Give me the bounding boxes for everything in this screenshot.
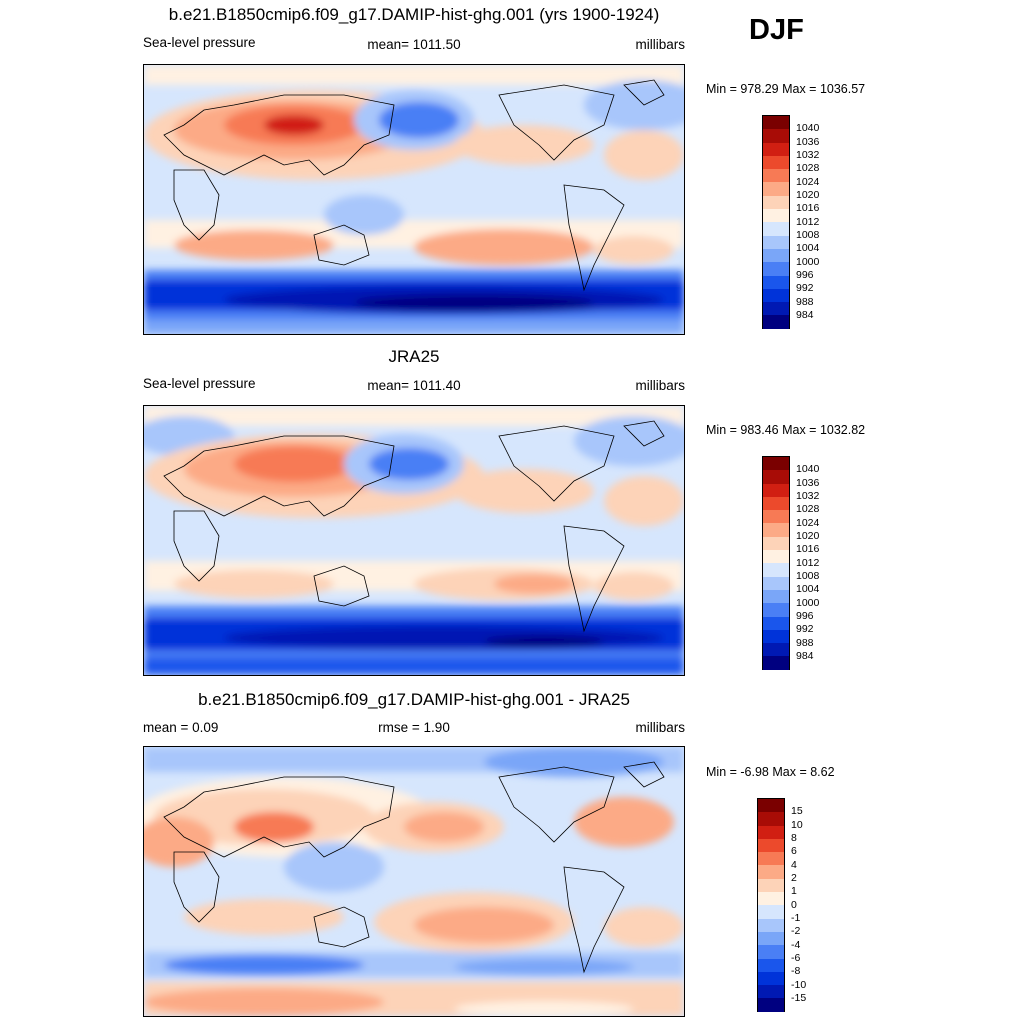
colorbar-label: 992	[796, 623, 814, 635]
colorbar-label: 984	[796, 650, 814, 662]
panel-2-minmax: Min = 983.46 Max = 1032.82	[706, 423, 866, 437]
colorbar-label: 1	[791, 885, 797, 897]
colorbar-label: 1032	[796, 490, 820, 502]
panel-3-map	[143, 746, 685, 1017]
colorbar-label: 1040	[796, 122, 820, 134]
colorbar-label: 984	[796, 309, 814, 321]
colorbar-label: 988	[796, 637, 814, 649]
colorbar-label: -10	[791, 979, 807, 991]
panel-1-units-label: millibars	[635, 37, 685, 52]
colorbar-label: 10	[791, 819, 803, 831]
colorbar-label: -2	[791, 925, 801, 937]
colorbar-label: 4	[791, 859, 797, 871]
colorbar-label: 15	[791, 805, 803, 817]
colorbar-label: -6	[791, 952, 801, 964]
panel-2-colorbar	[762, 456, 790, 670]
panel-1-variable-label: Sea-level pressure	[143, 35, 256, 50]
colorbar-label: 1008	[796, 570, 820, 582]
panel-1-colorbar	[762, 115, 790, 329]
colorbar-label: 996	[796, 610, 814, 622]
season-label: DJF	[749, 14, 804, 46]
colorbar-label: 988	[796, 296, 814, 308]
panel-3-diff-field	[144, 747, 684, 1016]
panel-3-title: b.e21.B1850cmip6.f09_g17.DAMIP-hist-ghg.…	[198, 690, 630, 709]
colorbar-label: 1020	[796, 530, 820, 542]
colorbar-label: -1	[791, 912, 801, 924]
panel-3-rmse-label: rmse = 1.90	[378, 720, 450, 735]
panel-3-units-label: millibars	[635, 720, 685, 735]
colorbar-label: 1020	[796, 189, 820, 201]
panel-3-colorbar	[757, 798, 785, 1012]
panel-1-slp-field	[144, 65, 684, 334]
colorbar-label: 1032	[796, 149, 820, 161]
colorbar-label: 1028	[796, 503, 820, 515]
panel-2-units-label: millibars	[635, 378, 685, 393]
panel-3-mean-label: mean = 0.09	[143, 720, 219, 735]
colorbar-label: 8	[791, 832, 797, 844]
colorbar-label: 1028	[796, 162, 820, 174]
panel-2-slp-field	[144, 406, 684, 675]
colorbar-label: 1000	[796, 597, 820, 609]
panel-2-title: JRA25	[388, 347, 440, 366]
colorbar-label: 1000	[796, 256, 820, 268]
panel-1-mean-label: mean= 1011.50	[367, 37, 461, 52]
panel-1-minmax: Min = 978.29 Max = 1036.57	[706, 82, 866, 96]
colorbar-label: 1016	[796, 202, 820, 214]
colorbar-label: 6	[791, 845, 797, 857]
colorbar-label: 1012	[796, 216, 820, 228]
colorbar-label: 1012	[796, 557, 820, 569]
colorbar-label: 996	[796, 269, 814, 281]
panel-2-variable-label: Sea-level pressure	[143, 376, 256, 391]
colorbar-label: 1004	[796, 242, 820, 254]
colorbar-label: -15	[791, 992, 807, 1004]
colorbar-label: 1024	[796, 517, 820, 529]
colorbar-label: 1016	[796, 543, 820, 555]
colorbar-label: 2	[791, 872, 797, 884]
colorbar-label: 992	[796, 282, 814, 294]
colorbar-label: 0	[791, 899, 797, 911]
panel-3-minmax: Min = -6.98 Max = 8.62	[706, 765, 835, 779]
panel-1-map	[143, 64, 685, 335]
colorbar-label: 1004	[796, 583, 820, 595]
colorbar-label: -8	[791, 965, 801, 977]
colorbar-label: 1036	[796, 136, 820, 148]
colorbar-label: -4	[791, 939, 801, 951]
colorbar-label: 1024	[796, 176, 820, 188]
colorbar-label: 1040	[796, 463, 820, 475]
colorbar-label: 1008	[796, 229, 820, 241]
panel-2-map	[143, 405, 685, 676]
panel-1-title: b.e21.B1850cmip6.f09_g17.DAMIP-hist-ghg.…	[168, 5, 660, 24]
colorbar-label: 1036	[796, 477, 820, 489]
panel-2-mean-label: mean= 1011.40	[367, 378, 461, 393]
